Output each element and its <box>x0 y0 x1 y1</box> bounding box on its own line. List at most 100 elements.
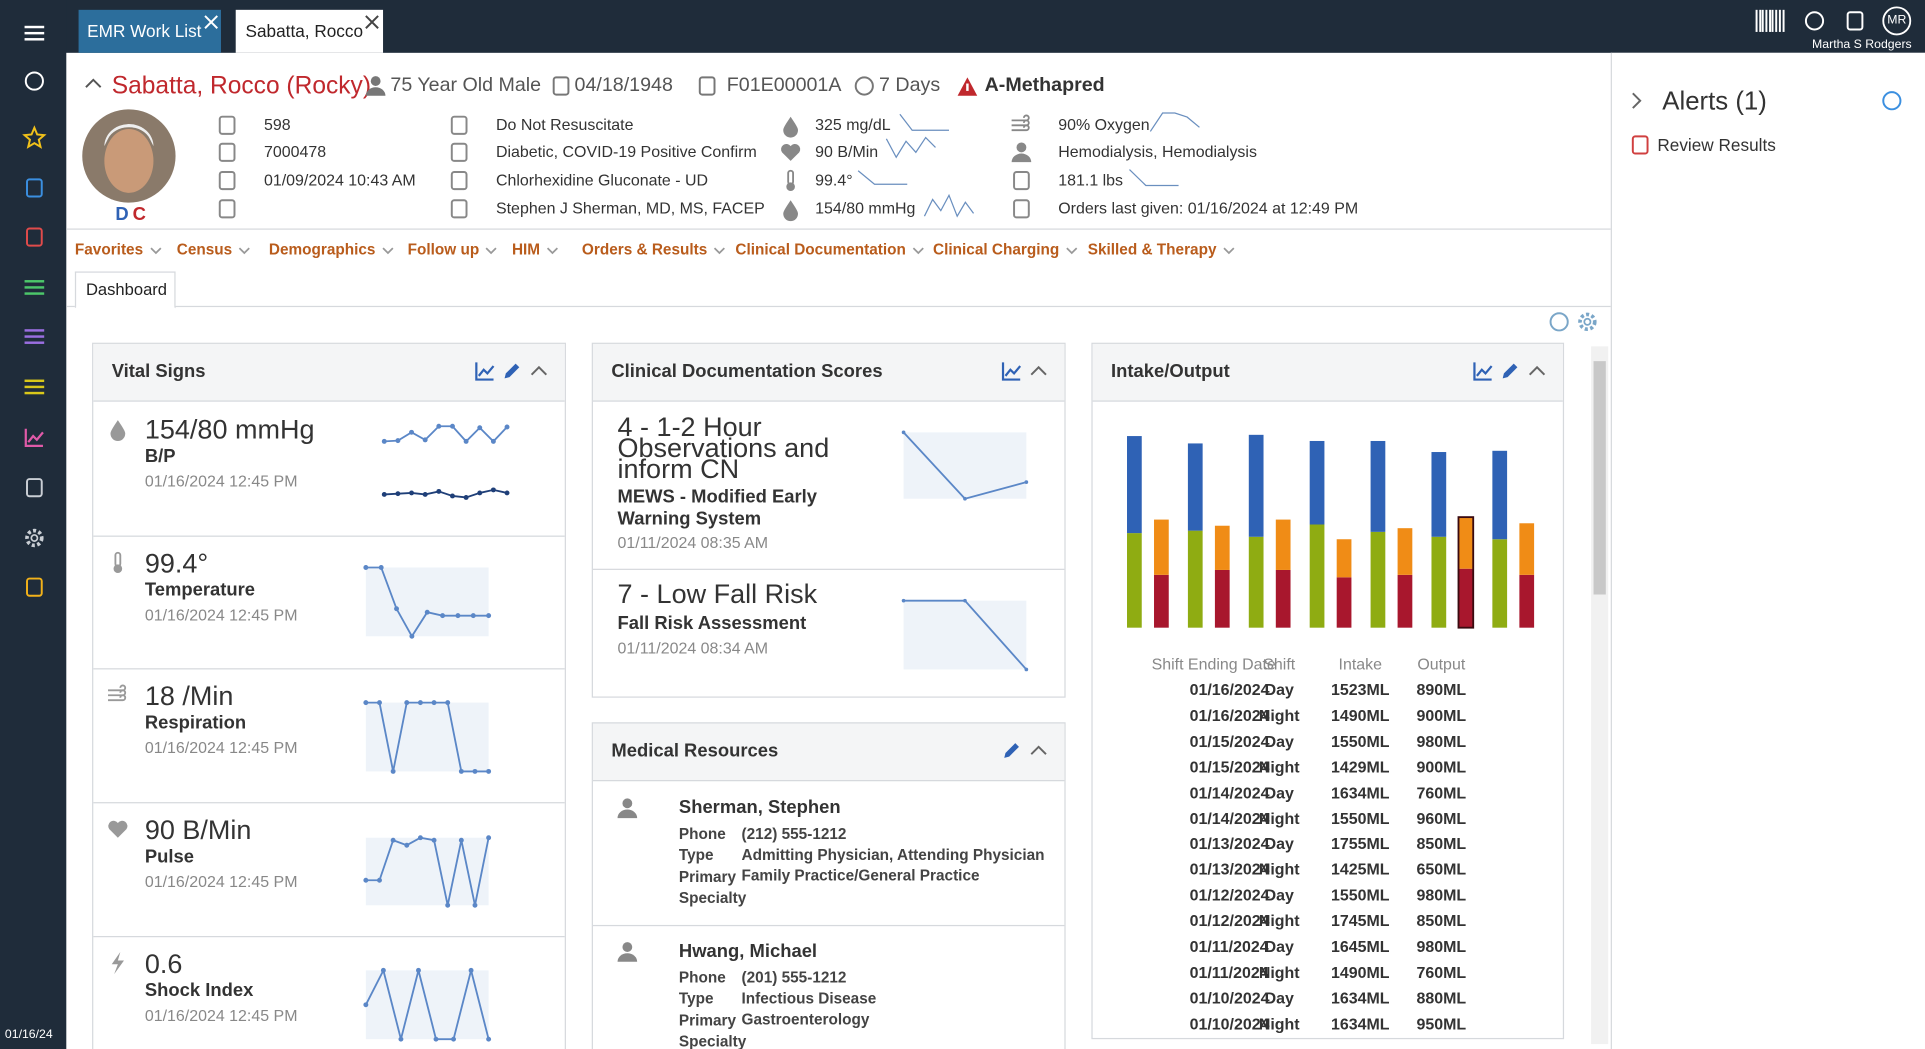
table-cell: 1429ML <box>1330 757 1390 776</box>
icon-shape <box>1030 365 1047 376</box>
menu-chevron <box>382 247 394 255</box>
expand-alerts[interactable] <box>1625 90 1647 112</box>
panel-tool[interactable] <box>501 360 523 382</box>
trend-point <box>378 564 384 570</box>
barcode-button <box>1755 9 1785 32</box>
nav-icon[interactable] <box>23 276 45 298</box>
allergy-icon <box>957 77 978 96</box>
menu-button[interactable] <box>23 22 45 44</box>
table-cell: 01/12/2024 <box>1189 911 1270 930</box>
refresh-button[interactable] <box>1881 90 1903 112</box>
help-button <box>1549 312 1569 332</box>
item-divider <box>93 535 565 537</box>
icon-shape <box>26 478 43 498</box>
trend-point <box>463 438 469 444</box>
panel-tool[interactable] <box>1499 360 1521 382</box>
trend-point <box>451 1036 456 1042</box>
menu-chevron <box>546 247 558 255</box>
icon <box>781 143 801 161</box>
menu-item[interactable]: Orders & Results <box>581 240 708 258</box>
trend-point <box>416 967 421 973</box>
nav-icon[interactable] <box>23 576 45 598</box>
menu-item[interactable]: Clinical Documentation <box>735 240 906 258</box>
panel-tool[interactable] <box>474 360 496 382</box>
panel-tool[interactable] <box>1028 739 1050 761</box>
icon <box>110 420 126 441</box>
nav-icon[interactable] <box>23 226 45 248</box>
tab-label[interactable]: Sabatta, Rocco <box>245 20 364 41</box>
trend-point <box>377 877 382 883</box>
trend-point <box>390 769 396 775</box>
bar-segment <box>1519 574 1535 628</box>
bar-segment <box>1336 577 1352 628</box>
icon-shape <box>698 76 716 96</box>
table-cell: 1755ML <box>1330 834 1390 853</box>
bar-segment <box>1275 569 1291 628</box>
trend-point <box>440 612 446 618</box>
menu-item[interactable]: Demographics <box>268 240 376 258</box>
resource-name: Sherman, Stephen <box>678 797 841 819</box>
menu-chevron <box>1066 247 1078 255</box>
resource-label: Type <box>678 846 714 864</box>
alert-item[interactable]: Review Results <box>1657 135 1776 155</box>
icon <box>218 199 236 219</box>
nav-icon[interactable] <box>23 326 45 348</box>
icon-shape <box>622 942 633 952</box>
bar-segment <box>1127 533 1142 628</box>
icon-shape <box>24 286 45 289</box>
menu-item[interactable]: Follow up <box>407 240 480 258</box>
panel-tool[interactable] <box>528 360 550 382</box>
panel-tool[interactable] <box>1028 360 1050 382</box>
scroll-thumb[interactable] <box>1593 361 1606 595</box>
icon-shape <box>1549 312 1569 332</box>
trend-point <box>486 769 492 775</box>
icon-shape <box>365 87 386 96</box>
menu-item[interactable]: Skilled & Therapy <box>1087 240 1217 258</box>
subtab-label[interactable]: Dashboard <box>85 280 168 299</box>
panel-tool[interactable] <box>1472 360 1494 382</box>
icon <box>1011 114 1030 132</box>
bar-segment <box>1458 517 1474 569</box>
menu-item[interactable]: Clinical Charging <box>933 240 1060 258</box>
nav-icon[interactable] <box>22 125 47 149</box>
icon <box>854 76 874 96</box>
nav-icon[interactable] <box>23 527 45 549</box>
resource-label: Phone <box>678 825 726 843</box>
sparkline <box>363 835 492 908</box>
tab-label[interactable]: EMR Work List <box>87 20 202 41</box>
menu-chevron <box>912 247 924 255</box>
menu-item[interactable]: HIM <box>511 240 541 258</box>
trend-point <box>417 835 423 841</box>
subtab[interactable] <box>74 271 176 309</box>
nav-icon[interactable] <box>23 376 45 398</box>
icon <box>450 199 468 219</box>
panel-tool[interactable] <box>1001 739 1023 761</box>
scrollbar[interactable] <box>1591 346 1609 1045</box>
icon-shape <box>24 385 45 389</box>
panel-tool[interactable] <box>1526 360 1548 382</box>
bar-segment <box>1492 450 1508 540</box>
trend-point <box>490 438 496 444</box>
code-status-letter: C <box>132 203 146 225</box>
panel-tool[interactable] <box>1001 360 1023 382</box>
close-tab[interactable] <box>365 15 379 29</box>
tab[interactable] <box>78 9 221 53</box>
info-text: 01/09/2024 10:43 AM <box>263 170 416 190</box>
icon-shape <box>85 78 102 88</box>
nav-icon[interactable] <box>23 426 45 448</box>
info-text: Diabetic, COVID-19 Positive Confirm <box>495 142 757 161</box>
close-tab[interactable] <box>204 15 218 29</box>
table-cell: 760ML <box>1416 783 1467 802</box>
document-button <box>1846 11 1864 31</box>
bar-segment <box>1336 539 1352 578</box>
tab[interactable] <box>235 9 384 53</box>
icon-shape <box>1004 365 1022 377</box>
icon-shape <box>1782 9 1785 32</box>
menu-item[interactable]: Census <box>176 240 233 258</box>
nav-icon[interactable] <box>23 70 45 92</box>
nav-icon[interactable] <box>23 177 45 199</box>
table-cell: 01/10/2024 <box>1189 1014 1270 1033</box>
icon-shape <box>113 564 123 573</box>
menu-item[interactable]: Favorites <box>74 240 144 258</box>
nav-icon[interactable] <box>23 477 45 499</box>
